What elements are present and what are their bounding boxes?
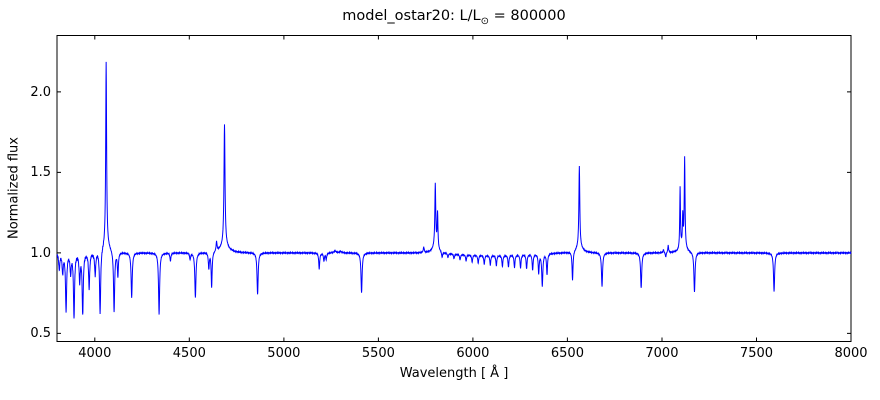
plot-title-text: model_ostar20: L/L: [342, 8, 481, 24]
x-axis-label: Wavelength [ Å ]: [399, 366, 509, 381]
sun-symbol: ⊙: [480, 15, 489, 27]
x-tick-label: 6000: [456, 346, 490, 361]
x-tick-label: 6500: [550, 346, 584, 361]
plot-title: model_ostar20: L/L⊙ = 800000: [57, 8, 851, 27]
x-tick-label: 7000: [645, 346, 679, 361]
x-tick-label: 5500: [361, 346, 395, 361]
axes-frame: [56, 35, 852, 342]
y-tick-label: 2.0: [30, 84, 51, 100]
y-tick-label: 1.5: [30, 165, 51, 181]
y-tick-label: 0.5: [30, 326, 51, 342]
x-tick-label: 5000: [267, 346, 301, 361]
y-tick-label: 1.0: [30, 245, 51, 261]
axis-tick-marks: [57, 35, 852, 342]
x-tick-label: 4000: [78, 346, 112, 361]
spectrum-line: [56, 61, 852, 319]
x-tick-label: 4500: [172, 346, 206, 361]
x-tick-label: 7500: [739, 346, 774, 361]
y-axis-label: Normalized flux: [6, 137, 22, 239]
x-tick-label: 8000: [834, 346, 868, 361]
plot-title-suffix: = 800000: [489, 8, 566, 24]
